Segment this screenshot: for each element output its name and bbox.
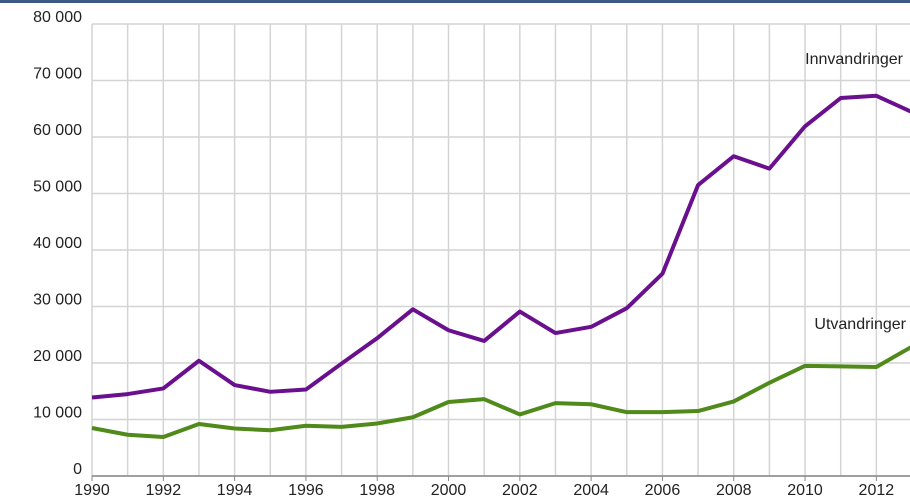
series-label: Utvandringer <box>814 316 906 333</box>
x-tick-label: 2006 <box>645 482 681 499</box>
series-line <box>91 93 910 400</box>
series-line <box>91 345 910 440</box>
x-tick-label: 2010 <box>787 482 823 499</box>
x-tick-label: 1994 <box>217 482 253 499</box>
labels: 0 10 000 20 000 30 000 40 000 50 000 60 000 70 … <box>33 9 907 499</box>
x-tick-label: 2008 <box>716 482 752 499</box>
x-tick-label: 1990 <box>74 482 110 499</box>
y-tick-label: 30 000 <box>33 292 82 309</box>
y-tick-label: 70 000 <box>33 66 82 83</box>
grid <box>91 23 910 481</box>
x-tick-label: 1996 <box>288 482 324 499</box>
y-tick-label: 10 000 <box>33 405 82 422</box>
y-tick-label: 40 000 <box>33 235 82 252</box>
series-label: Innvandringer <box>805 51 904 68</box>
x-tick-label: 2004 <box>573 482 609 499</box>
x-tick-label: 1998 <box>359 482 395 499</box>
lines <box>91 93 910 440</box>
y-tick-label: 60 000 <box>33 122 82 139</box>
top-border <box>0 0 910 3</box>
y-tick-label: 0 <box>73 461 82 478</box>
y-tick-label: 50 000 <box>33 179 82 196</box>
y-tick-label: 80 000 <box>33 9 82 26</box>
x-tick-label: 2012 <box>859 482 895 499</box>
y-tick-label: 20 000 <box>33 348 82 365</box>
x-tick-label: 2002 <box>502 482 538 499</box>
x-tick-label: 2000 <box>431 482 467 499</box>
x-tick-label: 1992 <box>146 482 182 499</box>
